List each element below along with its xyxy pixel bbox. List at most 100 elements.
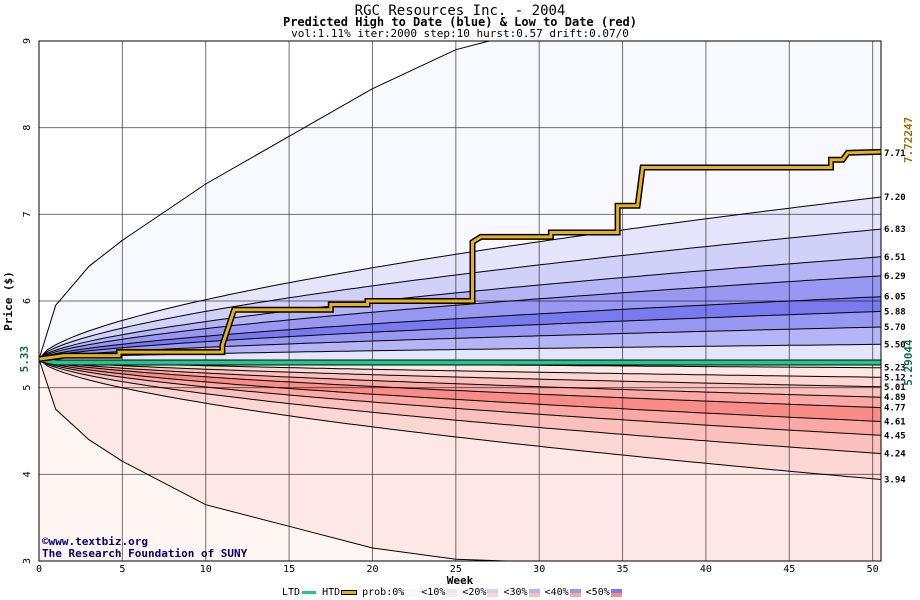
end-label-4: 6.29 — [884, 272, 906, 282]
legend-band-30: <30% — [503, 587, 540, 598]
legend-prob0-swatch — [405, 588, 417, 597]
legend-band-20: <20% — [462, 587, 499, 598]
low-curve-6 — [38, 358, 882, 436]
end-label-17: 3.94 — [884, 476, 906, 486]
htd-line — [38, 150, 882, 361]
x-tick-50: 50 — [867, 564, 879, 575]
band-low-0 — [39, 359, 881, 561]
band-low-outer — [39, 359, 881, 561]
band-low-6 — [39, 359, 881, 436]
band-high-base — [39, 344, 881, 360]
end-label-2: 6.83 — [884, 225, 906, 235]
legend-htd: HTD — [322, 587, 358, 598]
band-low-7 — [39, 359, 881, 454]
y-tick-8: 8 — [22, 125, 33, 131]
band-high-0 — [39, 41, 881, 360]
x-tick-20: 20 — [366, 564, 378, 575]
htd-end-label: 7.72247 — [902, 117, 915, 163]
high-curve-3 — [38, 275, 882, 360]
chart-subtitle: Predicted High to Date (blue) & Low to D… — [282, 15, 637, 29]
band-high-6 — [39, 311, 881, 360]
legend-band-50: <50% — [586, 587, 623, 598]
end-label-15: 4.45 — [884, 431, 906, 441]
end-label-9: 5.23 — [884, 364, 906, 374]
plot-border — [38, 40, 882, 562]
end-label-7: 5.70 — [884, 323, 906, 333]
end-label-8: 5.50 — [884, 340, 906, 350]
high-envelope — [38, 40, 490, 360]
end-label-14: 4.61 — [884, 417, 906, 427]
x-tick-40: 40 — [700, 564, 712, 575]
legend-band-10-swatch — [446, 588, 458, 597]
x-tick-0: 0 — [36, 564, 42, 575]
legend-band-40-label: <40% — [544, 587, 569, 598]
high-curve-4 — [38, 296, 882, 360]
legend-band-50-swatch — [610, 588, 622, 597]
y-axis-title: Price ($) — [2, 271, 15, 331]
x-tick-25: 25 — [450, 564, 462, 575]
end-label-11: 5.01 — [884, 383, 906, 393]
legend-ltd: LTD — [282, 587, 318, 598]
end-label-12: 4.89 — [884, 393, 906, 403]
high-curve-6 — [38, 326, 882, 360]
end-label-1: 7.20 — [884, 193, 906, 203]
y-tick-3: 3 — [22, 558, 33, 564]
end-label-5: 6.05 — [884, 293, 906, 303]
chart-title: RGC Resources Inc. - 2004 — [354, 3, 566, 19]
end-label-13: 4.77 — [884, 404, 906, 414]
low-curve-8 — [38, 358, 882, 480]
y-tick-5: 5 — [22, 385, 33, 391]
band-low-5 — [39, 359, 881, 422]
legend-htd-label: HTD — [322, 587, 341, 598]
low-curve-4 — [38, 358, 882, 409]
legend-band-10-label: <10% — [421, 587, 446, 598]
legend-band-30-swatch — [528, 588, 540, 597]
x-tick-30: 30 — [533, 564, 545, 575]
band-low-2 — [39, 359, 881, 387]
end-label-10: 5.12 — [884, 373, 906, 383]
high-curve-2 — [38, 256, 882, 360]
end-label-3: 6.51 — [884, 253, 906, 263]
chart-legend: LTD HTD prob:0% <10% <20% <30% <40% <50% — [282, 587, 627, 598]
legend-prob: prob:0% — [362, 587, 417, 598]
credit-website: ©www.textbiz.org — [42, 535, 148, 548]
x-tick-45: 45 — [783, 564, 795, 575]
low-curve-5 — [38, 358, 882, 422]
legend-htd-swatch — [342, 591, 357, 594]
ltd-end-label: 5.29044 — [902, 339, 915, 386]
x-tick-35: 35 — [617, 564, 629, 575]
legend-ltd-swatch — [302, 591, 317, 594]
band-high-2 — [39, 229, 881, 360]
band-high-4 — [39, 275, 881, 360]
legend-ltd-label: LTD — [282, 587, 301, 598]
low-curve-3 — [38, 358, 882, 398]
band-low-4 — [39, 359, 881, 408]
legend-band-40-swatch — [569, 588, 581, 597]
low-curve-7 — [38, 358, 882, 454]
high-curve-0 — [38, 196, 882, 360]
legend-band-20-swatch — [487, 588, 499, 597]
legend-band-40: <40% — [545, 587, 582, 598]
credit-organization: The Research Foundation of SUNY — [42, 547, 248, 560]
high-curve-1 — [38, 228, 882, 360]
legend-band-10: <10% — [421, 587, 458, 598]
x-tick-10: 10 — [200, 564, 212, 575]
start-price-label: 5.33 — [18, 346, 31, 373]
end-label-16: 4.24 — [884, 450, 906, 460]
band-high-3 — [39, 256, 881, 360]
legend-prob-label: prob:0% — [362, 587, 405, 598]
end-label-0: 7.71 — [884, 149, 906, 159]
simulation-params: vol:1.11% iter:2000 step:10 hurst:0.57 d… — [291, 27, 629, 40]
y-tick-7: 7 — [22, 211, 33, 217]
legend-band-20-label: <20% — [462, 587, 487, 598]
legend-band-50-label: <50% — [585, 587, 610, 598]
band-high-1 — [39, 197, 881, 360]
legend-band-30-label: <30% — [503, 587, 528, 598]
y-tick-6: 6 — [22, 298, 33, 304]
low-curve-2 — [38, 358, 882, 388]
band-low-8 — [39, 359, 881, 480]
y-tick-9: 9 — [22, 38, 33, 44]
x-axis-title: Week — [447, 574, 474, 587]
high-curve-5 — [38, 310, 882, 360]
